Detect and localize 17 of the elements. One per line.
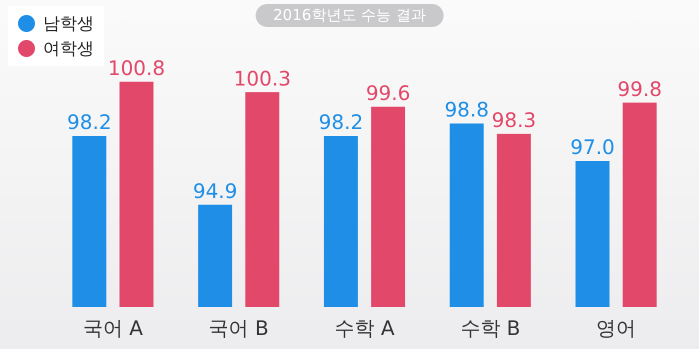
data-label: 100.3 — [234, 66, 291, 90]
x-tick-label: 수학 A — [334, 316, 395, 340]
x-tick-label: 국어 B — [208, 316, 269, 340]
data-label: 99.6 — [366, 80, 410, 105]
data-label: 99.8 — [617, 76, 662, 101]
data-label: 94.9 — [192, 179, 238, 204]
legend-label: 여학생 — [43, 38, 94, 60]
data-label: 98.3 — [492, 108, 536, 132]
x-tick-label: 국어 A — [82, 316, 144, 340]
x-tick-label: 수학 B — [460, 316, 520, 340]
legend-label: 남학생 — [43, 13, 94, 35]
data-label: 98.2 — [67, 110, 112, 134]
data-label: 98.8 — [444, 98, 489, 122]
data-label: 97.0 — [570, 135, 615, 160]
data-label: 98.2 — [318, 110, 364, 134]
data-label: 100.8 — [108, 56, 166, 80]
x-tick-label: 영어 — [596, 316, 636, 340]
